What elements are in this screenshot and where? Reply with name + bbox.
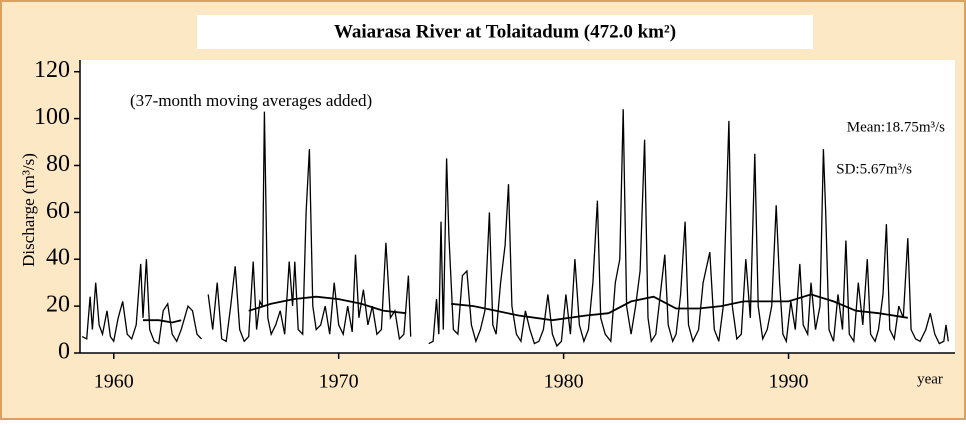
data-line [143, 293, 908, 324]
y-tick-label: 80 [46, 151, 70, 177]
y-tick-label: 20 [46, 292, 70, 318]
annotation: Mean:18.75m³/s [847, 119, 945, 135]
x-tick-label: 1990 [769, 371, 809, 393]
annotation: (37-month moving averages added) [130, 91, 372, 110]
x-tick-label: 1980 [544, 371, 584, 393]
y-tick-label: 100 [34, 104, 70, 130]
y-tick-label: 0 [58, 339, 70, 365]
x-axis-label: year [917, 371, 943, 387]
chart-title: Waiarasa River at Tolaitadum (472.0 km²) [334, 21, 676, 42]
data-line [81, 109, 949, 348]
y-tick-label: 120 [34, 57, 70, 83]
title-box [197, 15, 813, 49]
annotation: SD:5.67m³/s [836, 161, 912, 177]
y-tick-label: 60 [46, 198, 70, 224]
y-axis-label: Discharge (m³/s) [19, 153, 38, 267]
y-tick-label: 40 [46, 245, 70, 271]
x-tick-label: 1960 [94, 371, 134, 393]
x-tick-label: 1970 [319, 371, 359, 393]
